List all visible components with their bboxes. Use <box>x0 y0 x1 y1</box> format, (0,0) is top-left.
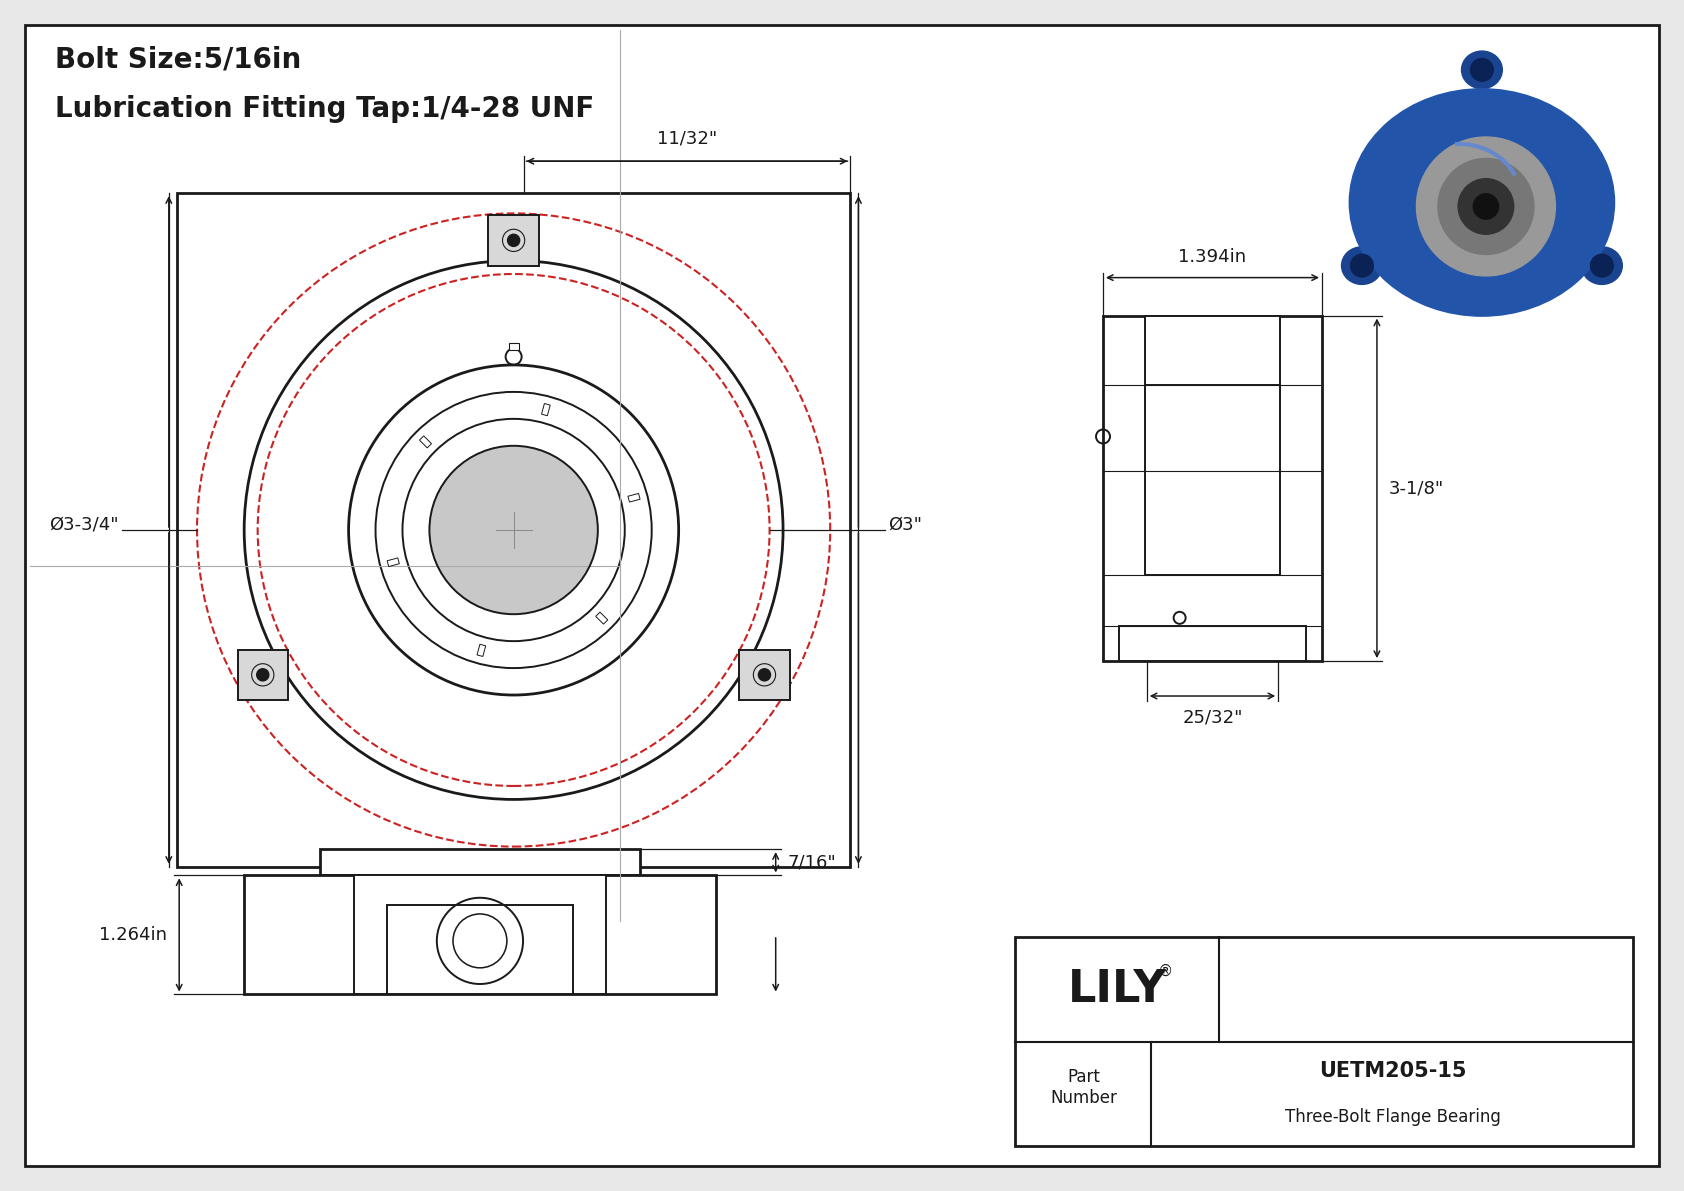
Text: 25/32": 25/32" <box>1182 707 1243 727</box>
Text: Ø3": Ø3" <box>889 516 923 534</box>
Circle shape <box>1590 254 1613 278</box>
Bar <box>1145 316 1280 393</box>
Text: ®: ® <box>1159 964 1174 979</box>
Text: UETM205-15: UETM205-15 <box>1319 1061 1467 1080</box>
Circle shape <box>256 669 269 681</box>
Ellipse shape <box>1349 89 1615 316</box>
Bar <box>419 436 431 448</box>
Bar <box>387 905 573 994</box>
Text: 15/16": 15/16" <box>483 911 544 929</box>
Text: Lubrication Fitting Tap:1/4-28 UNF: Lubrication Fitting Tap:1/4-28 UNF <box>56 95 594 123</box>
Bar <box>244 875 716 994</box>
Ellipse shape <box>1462 51 1502 88</box>
Bar <box>477 644 485 656</box>
Circle shape <box>1474 194 1499 219</box>
Text: 7/16": 7/16" <box>788 853 837 872</box>
Text: Ø3-3/4": Ø3-3/4" <box>49 516 120 534</box>
Circle shape <box>1416 137 1556 276</box>
Bar <box>1015 937 1633 1146</box>
Circle shape <box>1458 179 1514 235</box>
Ellipse shape <box>1342 247 1383 285</box>
Text: Part
Number: Part Number <box>1051 1068 1116 1106</box>
Bar <box>596 612 608 624</box>
Bar <box>509 343 519 350</box>
Bar <box>237 649 288 700</box>
Bar <box>1120 626 1305 661</box>
Text: Three-Bolt Flange Bearing: Three-Bolt Flange Bearing <box>1285 1108 1500 1125</box>
Bar <box>628 493 640 503</box>
Text: 3-1/8": 3-1/8" <box>1389 479 1445 498</box>
Bar <box>1145 385 1280 575</box>
Bar <box>320 849 640 875</box>
Bar <box>488 216 539 266</box>
Circle shape <box>758 669 771 681</box>
Text: 11/32": 11/32" <box>657 129 717 148</box>
Text: Bolt Size:5/16in: Bolt Size:5/16in <box>56 45 301 73</box>
Text: LILY: LILY <box>1068 968 1167 1011</box>
Bar <box>387 557 399 567</box>
Circle shape <box>1438 158 1534 255</box>
Bar <box>542 404 551 416</box>
Circle shape <box>1470 58 1494 81</box>
Circle shape <box>429 445 598 615</box>
Text: 1.394in: 1.394in <box>1179 248 1246 266</box>
Bar <box>1103 316 1322 661</box>
Bar <box>739 649 790 700</box>
Bar <box>354 875 606 994</box>
Bar <box>177 193 850 867</box>
Text: 1.264in: 1.264in <box>99 925 167 944</box>
Ellipse shape <box>1581 247 1622 285</box>
Circle shape <box>507 235 520 247</box>
Circle shape <box>1351 254 1374 278</box>
